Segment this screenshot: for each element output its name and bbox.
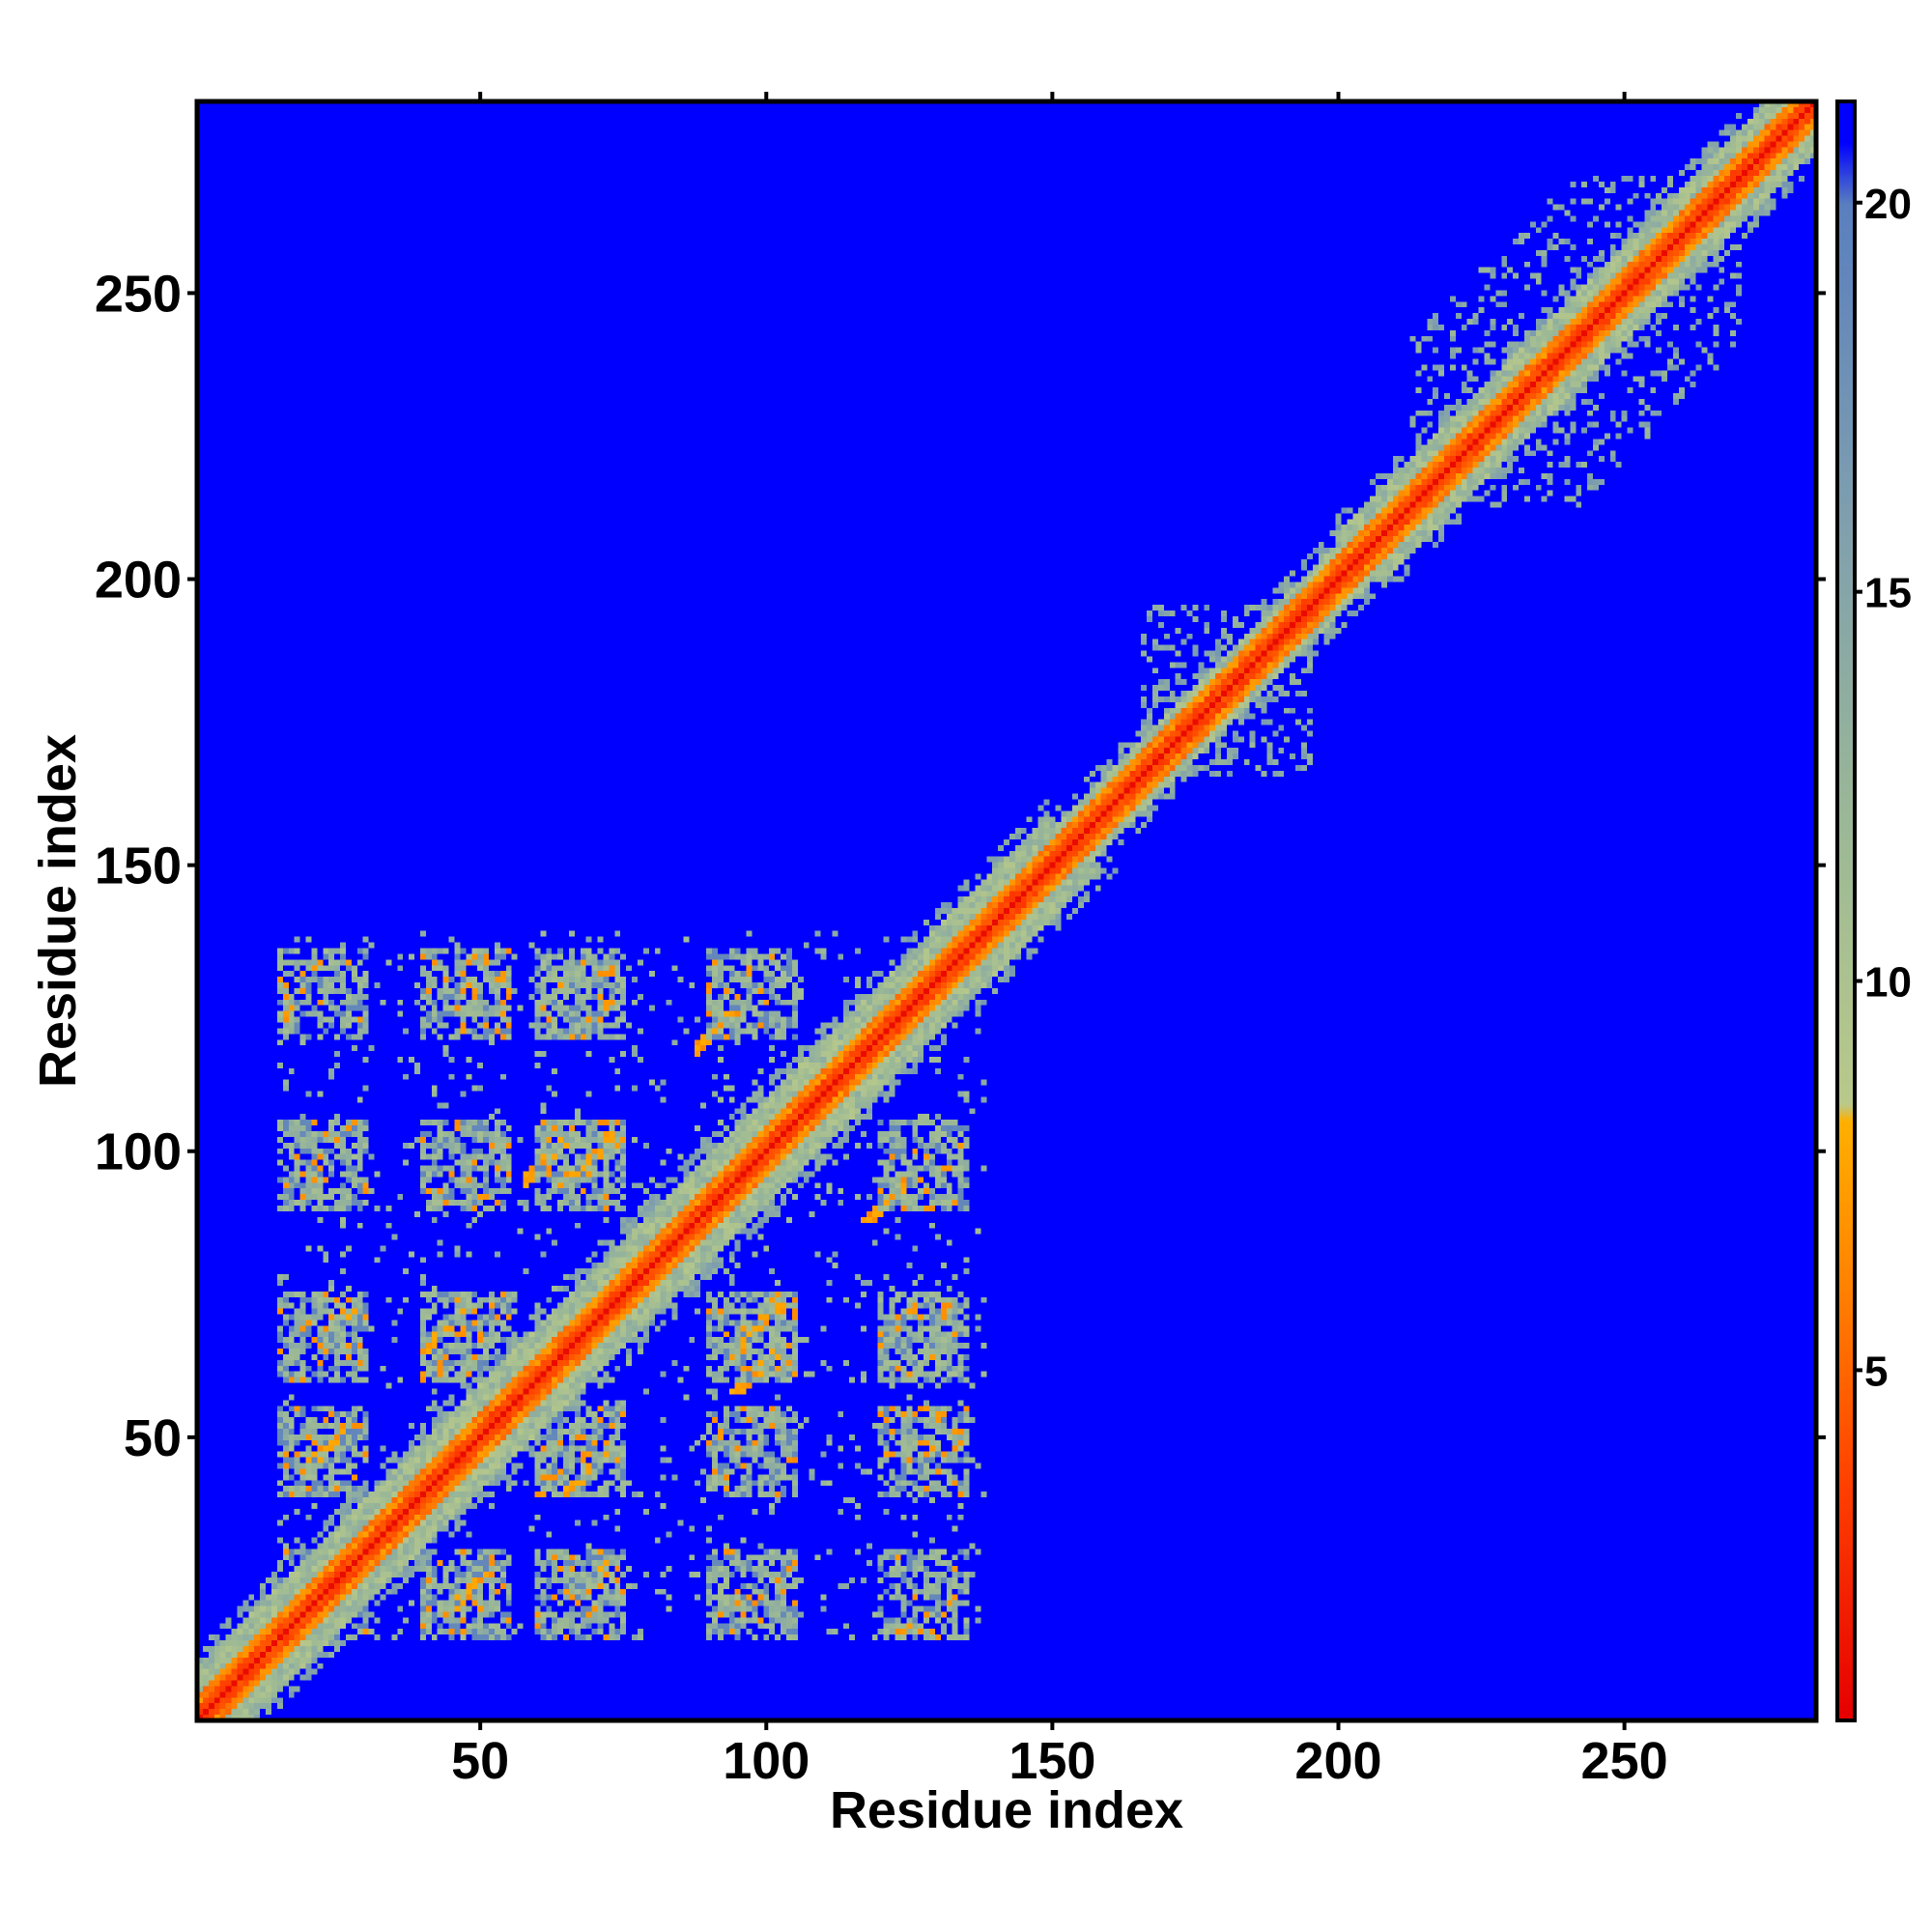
x-tick-label: 150 bbox=[1009, 1732, 1095, 1790]
x-axis-label: Residue index bbox=[830, 1781, 1183, 1839]
plot-frame bbox=[194, 99, 1819, 1723]
colorbar-tick-label: 15 bbox=[1864, 570, 1912, 617]
x-tick-label: 200 bbox=[1294, 1732, 1381, 1790]
x-tick-label: 250 bbox=[1581, 1732, 1668, 1790]
colorbar-tick-label: 10 bbox=[1864, 959, 1912, 1007]
y-tick-label: 200 bbox=[95, 552, 182, 610]
x-tick-label: 50 bbox=[451, 1732, 509, 1790]
colorbar-frame bbox=[1835, 99, 1857, 1722]
tick-labels: 50 100 150 200 250 50 100 150 200 250 5 10 15 20 bbox=[95, 181, 1912, 1790]
heatmap-cells bbox=[197, 101, 1816, 1720]
axis-ticks bbox=[187, 92, 1862, 1730]
colorbar-tick-label: 20 bbox=[1864, 181, 1912, 228]
y-tick-label: 100 bbox=[95, 1123, 182, 1181]
y-tick-label: 150 bbox=[95, 838, 182, 895]
colorbar-tick-label: 5 bbox=[1864, 1348, 1888, 1395]
y-tick-label: 250 bbox=[95, 265, 182, 323]
colorbar-gradient bbox=[1837, 101, 1855, 1720]
x-tick-label: 100 bbox=[723, 1732, 810, 1790]
y-axis-label: Residue index bbox=[29, 734, 87, 1088]
y-tick-label: 50 bbox=[124, 1409, 182, 1467]
